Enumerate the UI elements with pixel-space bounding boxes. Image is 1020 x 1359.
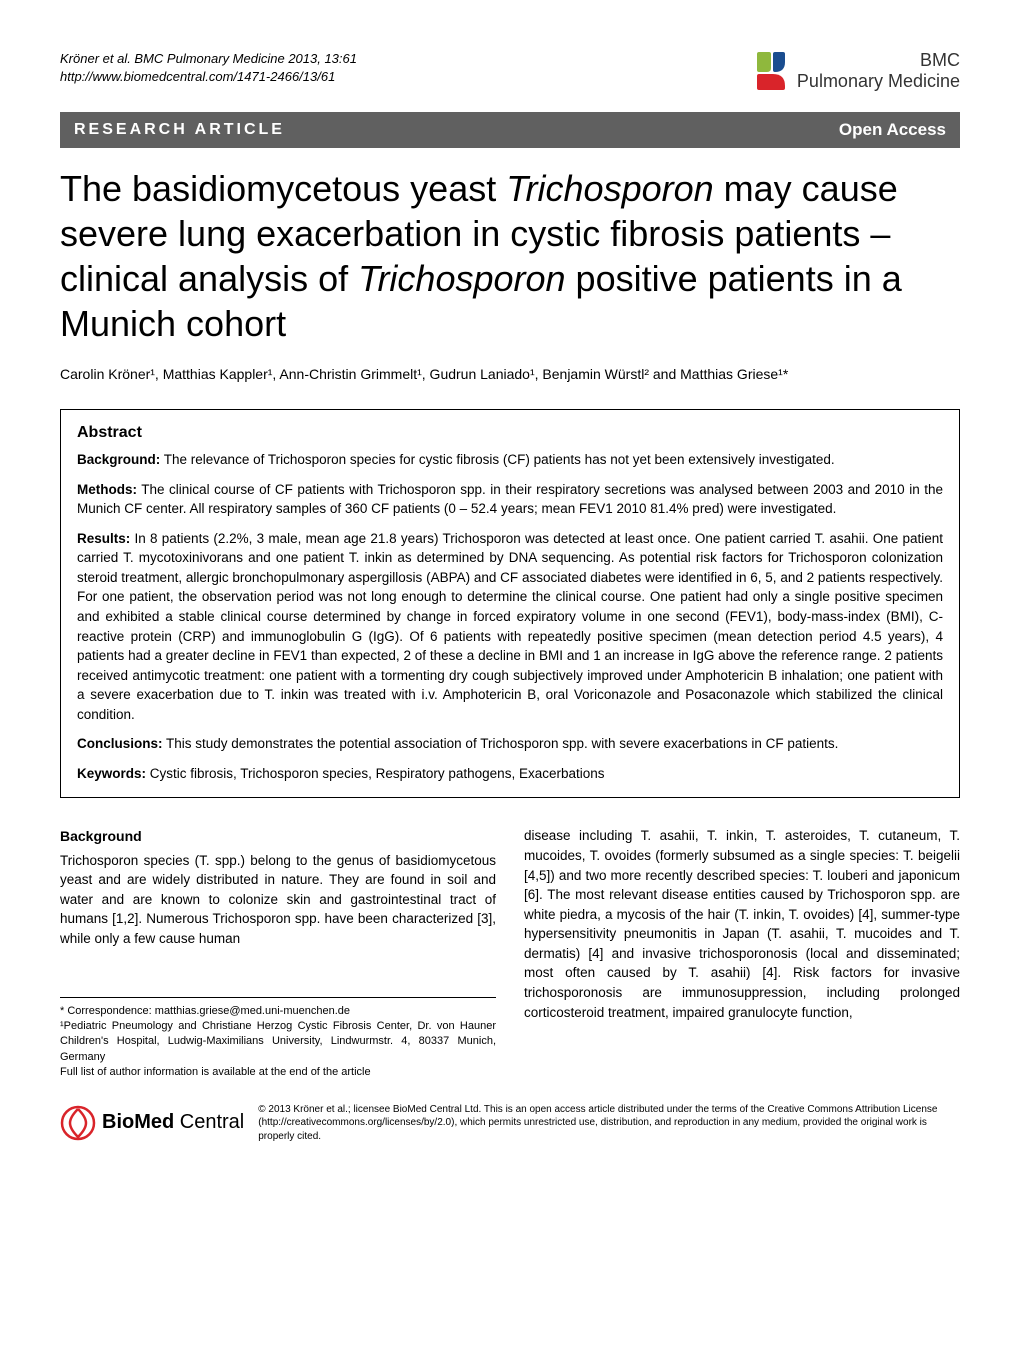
bmc-bio: BioMed [102, 1111, 174, 1133]
column-left: Background Trichosporon species (T. spp.… [60, 826, 496, 1080]
license-footer: BioMed Central © 2013 Kröner et al.; lic… [60, 1103, 960, 1144]
body-columns: Background Trichosporon species (T. spp.… [60, 826, 960, 1080]
journal-logo: BMC Pulmonary Medicine [749, 50, 960, 92]
keywords-lead: Keywords: [77, 766, 146, 781]
citation-url: http://www.biomedcentral.com/1471-2466/1… [60, 68, 357, 86]
results-text: In 8 patients (2.2%, 3 male, mean age 21… [77, 531, 943, 722]
journal-title: Pulmonary Medicine [797, 71, 960, 91]
citation-block: Kröner et al. BMC Pulmonary Medicine 201… [60, 50, 357, 86]
body-col2-text: disease including T. asahii, T. inkin, T… [524, 826, 960, 1022]
correspondence-footer: * Correspondence: matthias.griese@med.un… [60, 997, 496, 1081]
abstract-results: Results: In 8 patients (2.2%, 3 male, me… [77, 529, 943, 725]
abstract-background: Background: The relevance of Trichosporo… [77, 450, 943, 470]
bmc-central: Central [174, 1111, 244, 1133]
background-text: The relevance of Trichosporon species fo… [160, 452, 834, 467]
conclusions-text: This study demonstrates the potential as… [163, 736, 839, 751]
article-type-label: RESEARCH ARTICLE [74, 121, 285, 139]
background-heading: Background [60, 826, 496, 846]
journal-prefix: BMC [920, 50, 960, 70]
keywords-text: Cystic fibrosis, Trichosporon species, R… [146, 766, 604, 781]
citation-text: Kröner et al. BMC Pulmonary Medicine 201… [60, 50, 357, 68]
authorlist-note: Full list of author information is avail… [60, 1065, 496, 1080]
abstract-keywords: Keywords: Cystic fibrosis, Trichosporon … [77, 764, 943, 784]
bmc-logo-icon [749, 50, 791, 92]
title-italic1: Trichosporon [506, 168, 713, 209]
bmc-wordmark: BioMed Central [102, 1111, 244, 1134]
abstract-methods: Methods: The clinical course of CF patie… [77, 480, 943, 519]
author-list: Carolin Kröner¹, Matthias Kappler¹, Ann-… [60, 364, 960, 385]
correspondence-line: * Correspondence: matthias.griese@med.un… [60, 1004, 496, 1019]
title-part1: The basidiomycetous yeast [60, 168, 506, 209]
page-header: Kröner et al. BMC Pulmonary Medicine 201… [60, 50, 960, 92]
article-title: The basidiomycetous yeast Trichosporon m… [60, 166, 960, 346]
abstract-conclusions: Conclusions: This study demonstrates the… [77, 734, 943, 754]
title-italic2: Trichosporon [358, 258, 565, 299]
column-right: disease including T. asahii, T. inkin, T… [524, 826, 960, 1080]
affiliation-line: ¹Pediatric Pneumology and Christiane Her… [60, 1019, 496, 1065]
background-lead: Background: [77, 452, 160, 467]
article-type-banner: RESEARCH ARTICLE Open Access [60, 112, 960, 148]
abstract-heading: Abstract [77, 424, 943, 442]
methods-lead: Methods: [77, 482, 137, 497]
body-col1-text: Trichosporon species (T. spp.) belong to… [60, 851, 496, 949]
journal-logo-block: BMC Pulmonary Medicine [749, 50, 960, 92]
license-text: © 2013 Kröner et al.; licensee BioMed Ce… [258, 1103, 960, 1144]
journal-name: BMC Pulmonary Medicine [797, 50, 960, 92]
open-access-label: Open Access [839, 120, 946, 140]
results-lead: Results: [77, 531, 130, 546]
conclusions-lead: Conclusions: [77, 736, 163, 751]
methods-text: The clinical course of CF patients with … [77, 482, 943, 517]
abstract-box: Abstract Background: The relevance of Tr… [60, 409, 960, 798]
bmc-mark-icon [60, 1105, 96, 1141]
biomed-central-logo: BioMed Central [60, 1105, 244, 1141]
